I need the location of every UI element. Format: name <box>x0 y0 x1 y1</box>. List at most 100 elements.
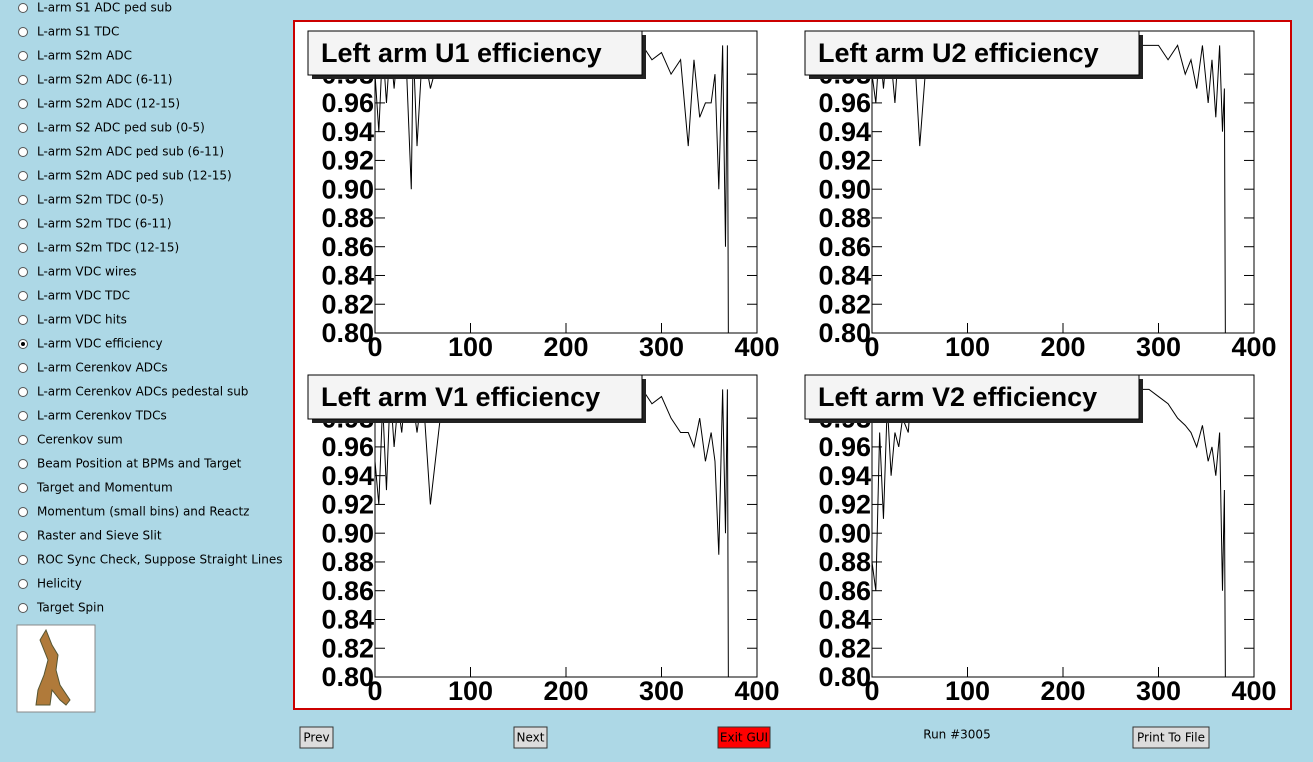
radio-button[interactable] <box>18 435 28 445</box>
radio-button[interactable] <box>18 243 28 253</box>
radio-label[interactable]: L-arm VDC TDC <box>37 289 130 303</box>
radio-label[interactable]: Target Spin <box>36 601 104 615</box>
radio-label[interactable]: Raster and Sieve Slit <box>37 529 162 543</box>
radio-label[interactable]: L-arm Cerenkov TDCs <box>37 409 167 423</box>
radio-item[interactable]: Target and Momentum <box>18 481 173 495</box>
radio-button[interactable] <box>18 411 28 421</box>
radio-item[interactable]: L-arm S2m ADC ped sub (6-11) <box>18 145 225 159</box>
radio-label[interactable]: L-arm S2m ADC ped sub (12-15) <box>37 169 232 183</box>
radio-button[interactable] <box>18 483 28 493</box>
radio-label[interactable]: L-arm S2m ADC (6-11) <box>37 73 172 87</box>
radio-label[interactable]: L-arm S1 ADC ped sub <box>37 1 172 15</box>
y-tick-label: 0.92 <box>818 490 871 520</box>
radio-button[interactable] <box>18 3 28 13</box>
radio-button[interactable] <box>18 315 28 325</box>
radio-button[interactable] <box>18 99 28 109</box>
radio-button[interactable] <box>18 51 28 61</box>
radio-item[interactable]: L-arm S2m TDC (6-11) <box>18 217 172 231</box>
radio-item[interactable]: L-arm Cerenkov ADCs pedestal sub <box>18 385 249 399</box>
radio-item[interactable]: Helicity <box>18 577 82 591</box>
radio-label[interactable]: L-arm S2m ADC (12-15) <box>37 97 180 111</box>
radio-item[interactable]: Beam Position at BPMs and Target <box>18 457 242 471</box>
radio-label[interactable]: L-arm Cerenkov ADCs pedestal sub <box>37 385 248 399</box>
radio-label[interactable]: L-arm S2m ADC <box>37 49 132 63</box>
x-tick-label: 400 <box>1231 332 1276 362</box>
next-button[interactable]: Next <box>513 726 548 749</box>
x-tick-label: 100 <box>448 332 493 362</box>
radio-button[interactable] <box>18 195 28 205</box>
radio-item[interactable]: L-arm Cerenkov ADCs <box>18 361 168 375</box>
button-face[interactable] <box>1132 726 1210 749</box>
radio-dot[interactable] <box>21 342 25 346</box>
radio-item[interactable]: L-arm VDC TDC <box>18 289 130 303</box>
radio-item[interactable]: L-arm VDC efficiency <box>18 337 163 351</box>
radio-button[interactable] <box>18 75 28 85</box>
radio-item[interactable]: L-arm S2m ADC ped sub (12-15) <box>18 169 232 183</box>
y-tick-label: 0.90 <box>321 518 374 548</box>
radio-button[interactable] <box>18 267 28 277</box>
radio-button[interactable] <box>18 555 28 565</box>
radio-button[interactable] <box>18 459 28 469</box>
radio-item[interactable]: L-arm VDC hits <box>18 313 127 327</box>
radio-label[interactable]: Target and Momentum <box>36 481 173 495</box>
prev-button[interactable]: Prev <box>299 726 334 749</box>
radio-label[interactable]: L-arm VDC wires <box>37 265 136 279</box>
radio-label[interactable]: Momentum (small bins) and Reactz <box>37 505 249 519</box>
radio-item[interactable]: L-arm S1 ADC ped sub <box>18 1 173 15</box>
radio-button[interactable] <box>18 147 28 157</box>
radio-item[interactable]: L-arm S2m TDC (0-5) <box>18 193 164 207</box>
button-label[interactable]: Exit GUI <box>720 731 768 745</box>
y-tick-label: 0.96 <box>321 432 374 462</box>
print-button[interactable]: Print To File <box>1132 726 1210 749</box>
radio-item[interactable]: L-arm S2m ADC (12-15) <box>18 97 181 111</box>
exit-button[interactable]: Exit GUI <box>717 726 771 749</box>
radio-label[interactable]: ROC Sync Check, Suppose Straight Lines <box>37 553 282 567</box>
radio-label[interactable]: L-arm S2m TDC (6-11) <box>37 217 172 231</box>
radio-item[interactable]: L-arm S1 TDC <box>18 25 120 39</box>
y-tick-label: 0.96 <box>818 432 871 462</box>
radio-button[interactable] <box>18 27 28 37</box>
radio-button[interactable] <box>18 171 28 181</box>
x-tick-label: 200 <box>543 332 588 362</box>
button-label[interactable]: Next <box>517 731 545 745</box>
radio-label[interactable]: L-arm Cerenkov ADCs <box>37 361 168 375</box>
radio-button[interactable] <box>18 219 28 229</box>
radio-item[interactable]: Momentum (small bins) and Reactz <box>18 505 250 519</box>
radio-item[interactable]: L-arm Cerenkov TDCs <box>18 409 167 423</box>
radio-label[interactable]: L-arm S2m TDC (12-15) <box>37 241 179 255</box>
radio-label[interactable]: L-arm VDC hits <box>37 313 127 327</box>
radio-label[interactable]: Helicity <box>37 577 82 591</box>
button-face[interactable] <box>513 726 548 749</box>
radio-label[interactable]: L-arm S1 TDC <box>37 25 119 39</box>
radio-button[interactable] <box>18 123 28 133</box>
radio-label[interactable]: L-arm S2m TDC (0-5) <box>37 193 164 207</box>
radio-button[interactable] <box>18 603 28 613</box>
radio-label[interactable]: L-arm VDC efficiency <box>37 337 163 351</box>
radio-button[interactable] <box>18 291 28 301</box>
button-face[interactable] <box>299 726 334 749</box>
button-label[interactable]: Prev <box>303 731 329 745</box>
radio-label[interactable]: Beam Position at BPMs and Target <box>37 457 242 471</box>
button-face[interactable] <box>717 726 771 749</box>
radio-label[interactable]: Cerenkov sum <box>37 433 123 447</box>
y-tick-label: 0.84 <box>321 605 374 635</box>
radio-item[interactable]: L-arm S2m TDC (12-15) <box>18 241 180 255</box>
button-label[interactable]: Print To File <box>1137 731 1205 745</box>
radio-item[interactable]: Raster and Sieve Slit <box>18 529 162 543</box>
radio-button[interactable] <box>18 363 28 373</box>
radio-button[interactable] <box>18 579 28 589</box>
radio-item[interactable]: ROC Sync Check, Suppose Straight Lines <box>18 553 283 567</box>
radio-button[interactable] <box>18 507 28 517</box>
radio-button[interactable] <box>18 531 28 541</box>
radio-button[interactable] <box>18 387 28 397</box>
radio-item[interactable]: L-arm VDC wires <box>18 265 137 279</box>
radio-label[interactable]: L-arm S2m ADC ped sub (6-11) <box>37 145 224 159</box>
radio-item[interactable]: L-arm S2m ADC <box>18 49 132 63</box>
radio-label[interactable]: L-arm S2 ADC ped sub (0-5) <box>37 121 205 135</box>
radio-item[interactable]: Cerenkov sum <box>18 433 123 447</box>
radio-item[interactable]: Target Spin <box>18 601 105 615</box>
radio-item[interactable]: L-arm S2m ADC (6-11) <box>18 73 173 87</box>
y-tick-label: 0.96 <box>321 88 374 118</box>
radio-item[interactable]: L-arm S2 ADC ped sub (0-5) <box>18 121 205 135</box>
plot-frame <box>374 374 758 678</box>
